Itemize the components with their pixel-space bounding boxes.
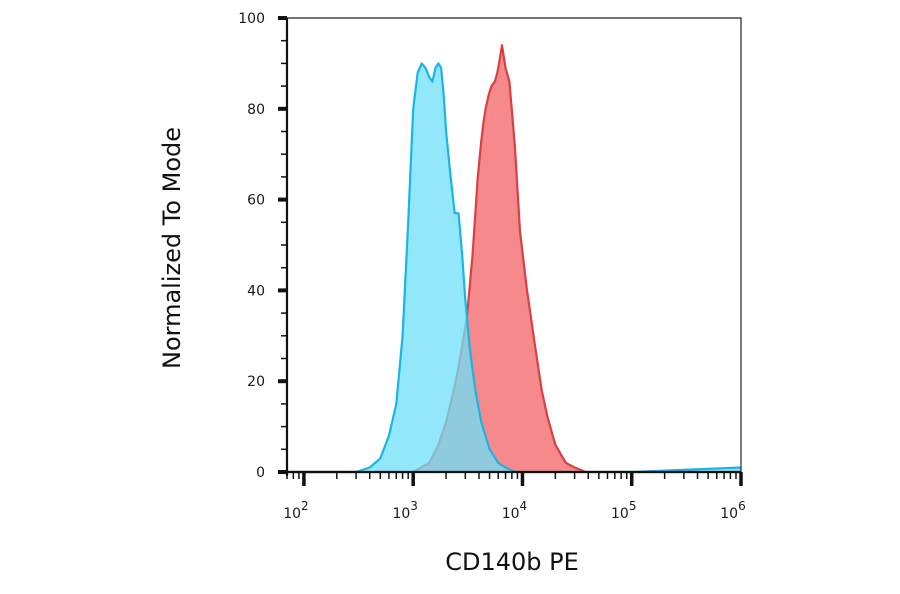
- x-tick-exponent: 2: [301, 499, 309, 513]
- x-tick-base: 10: [283, 506, 301, 522]
- x-tick-exponent: 6: [738, 499, 746, 513]
- x-tick-base: 10: [502, 506, 520, 522]
- y-tick-label: 100: [238, 11, 265, 27]
- x-tick-exponent: 5: [629, 499, 637, 513]
- y-tick-label: 20: [247, 374, 265, 390]
- plot-frame-border: [287, 17, 742, 472]
- x-tick-exponent: 3: [410, 499, 418, 513]
- x-tick-label: 103: [392, 499, 417, 522]
- y-tick-label: 80: [247, 102, 265, 118]
- plot-frame: [287, 17, 742, 472]
- y-axis: 0 20 40 60 80 100: [238, 11, 289, 481]
- y-tick-label: 0: [256, 465, 265, 481]
- x-axis-title: CD140b PE: [445, 548, 579, 576]
- x-tick-label: 105: [611, 499, 636, 522]
- series-2-line: [287, 62, 742, 474]
- x-tick-label: 102: [283, 499, 308, 522]
- y-axis-title: Normalized To Mode: [158, 127, 186, 369]
- x-tick-label: 106: [720, 499, 745, 522]
- series-1-area: [287, 45, 741, 472]
- x-axis: 102 103 104 105 106: [283, 470, 746, 522]
- x-tick-base: 10: [720, 506, 738, 522]
- x-tick-base: 10: [392, 506, 410, 522]
- y-tick-label: 40: [247, 283, 265, 299]
- y-tick-label: 60: [247, 193, 265, 209]
- x-tick-base: 10: [611, 506, 629, 522]
- series-layer: [287, 44, 742, 474]
- x-tick-exponent: 4: [520, 499, 528, 513]
- x-tick-label: 104: [502, 499, 527, 522]
